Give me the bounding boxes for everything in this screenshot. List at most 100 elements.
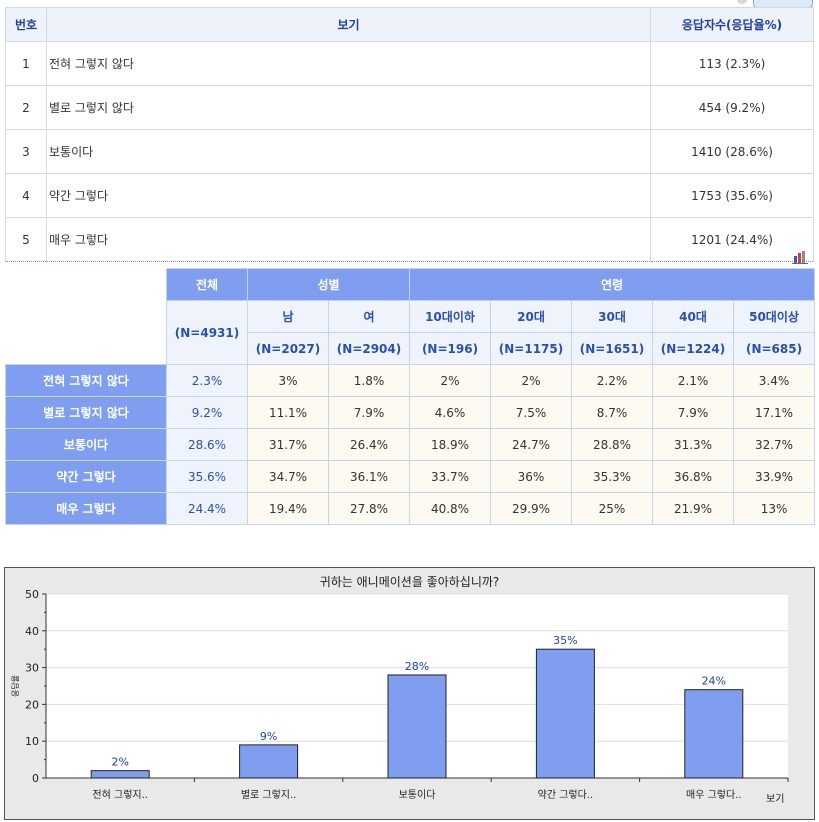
row-value: 21.9% xyxy=(652,492,734,525)
row-value: 13% xyxy=(732,492,816,525)
gender-header: 성별 xyxy=(247,268,410,301)
crosstab-row: 약간 그렇다 35.6% 34.7% 36.1% 33.7% 36% 35.3% 36.8% 3… xyxy=(5,460,816,493)
total-n: (N=4931) xyxy=(166,300,248,365)
crosstab-row: 전혀 그렇지 않다 2.3% 3% 1.8% 2% 2% 2.2% 2.1% 3.4% xyxy=(5,364,816,397)
row-value: 40.8% xyxy=(409,492,491,525)
column-n: (N=1175) xyxy=(490,332,572,365)
row-value: 3.4% xyxy=(732,364,816,397)
row-option: 약간 그렇다 xyxy=(46,173,651,218)
row-label: 별로 그렇지 않다 xyxy=(5,396,167,429)
row-value: 32.7% xyxy=(732,428,816,461)
column-n: (N=1224) xyxy=(652,332,734,365)
row-count: 1753 (35.6%) xyxy=(650,173,814,218)
row-value: 2% xyxy=(490,364,572,397)
table-row: 1 전혀 그렇지 않다 113 (2.3%) xyxy=(5,41,814,86)
row-value: 11.1% xyxy=(247,396,329,429)
response-table-header: 번호 보기 응답자수(응답율%) xyxy=(5,7,814,42)
crosstab-row: 별로 그렇지 않다 9.2% 11.1% 7.9% 4.6% 7.5% 8.7% 7.9% 17… xyxy=(5,396,816,429)
row-number: 4 xyxy=(5,173,47,218)
chart-title: 귀하는 애니메이션을 좋아하십니까? xyxy=(319,575,500,589)
x-axis-label: 보기 xyxy=(766,793,784,805)
header-num: 번호 xyxy=(5,7,47,42)
row-value: 24.7% xyxy=(490,428,572,461)
x-tick-label: 전혀 그렇지.. xyxy=(92,788,148,801)
row-value: 7.9% xyxy=(652,396,734,429)
x-tick-label: 매우 그렇다.. xyxy=(686,788,742,801)
column-label: 10대이하 xyxy=(409,300,491,333)
row-value: 26.4% xyxy=(328,428,410,461)
age-header: 연령 xyxy=(408,268,816,301)
row-label: 전혀 그렇지 않다 xyxy=(5,364,167,397)
row-value: 36% xyxy=(490,460,572,493)
row-total: 28.6% xyxy=(166,428,248,461)
row-value: 7.5% xyxy=(490,396,572,429)
column-n: (N=1651) xyxy=(571,332,653,365)
row-value: 27.8% xyxy=(328,492,410,525)
bar-chart: 귀하는 애니메이션을 좋아하십니까? 0 10 20 30 40 50 2% 전혀 그렇지..… xyxy=(4,567,815,820)
total-header: 전체 xyxy=(166,268,248,301)
table-row: 4 약간 그렇다 1753 (35.6%) xyxy=(5,173,814,218)
row-total: 35.6% xyxy=(166,460,248,493)
column-label: 40대 xyxy=(652,300,734,333)
row-value: 35.3% xyxy=(571,460,653,493)
row-value: 2.2% xyxy=(571,364,653,397)
row-number: 3 xyxy=(5,129,47,174)
row-option: 보통이다 xyxy=(46,129,651,174)
row-value: 28.8% xyxy=(571,428,653,461)
row-value: 19.4% xyxy=(247,492,329,525)
crosstab-table: 전체 성별 연령 (N=4931) 남 여 10대이하 20대 30대 40대 50대이상 … xyxy=(5,268,816,525)
row-number: 1 xyxy=(5,41,47,86)
table-row: 2 별로 그렇지 않다 454 (9.2%) xyxy=(5,85,814,130)
row-number: 5 xyxy=(5,217,47,262)
row-label: 매우 그렇다 xyxy=(5,492,167,525)
row-count: 1410 (28.6%) xyxy=(650,129,814,174)
globe-icon xyxy=(737,0,747,4)
corner-cell xyxy=(5,268,167,365)
y-tick-label: 0 xyxy=(32,772,39,785)
row-value: 2.1% xyxy=(652,364,734,397)
row-total: 9.2% xyxy=(166,396,248,429)
row-value: 31.3% xyxy=(652,428,734,461)
row-value: 25% xyxy=(571,492,653,525)
y-tick-label: 50 xyxy=(25,588,39,601)
row-value: 18.9% xyxy=(409,428,491,461)
column-n: (N=2027) xyxy=(247,332,329,365)
data-label: 28% xyxy=(405,660,429,673)
row-value: 4.6% xyxy=(409,396,491,429)
row-option: 매우 그렇다 xyxy=(46,217,651,262)
y-tick-label: 30 xyxy=(25,662,39,675)
response-table: 번호 보기 응답자수(응답율%) 1 전혀 그렇지 않다 113 (2.3%) 2 별로… xyxy=(5,7,814,262)
column-label: 20대 xyxy=(490,300,572,333)
row-value: 3% xyxy=(247,364,329,397)
data-label: 24% xyxy=(702,675,726,688)
crosstab-row: 보통이다 28.6% 31.7% 26.4% 18.9% 24.7% 28.8% 31.3% 3… xyxy=(5,428,816,461)
y-tick-label: 40 xyxy=(25,625,39,638)
y-tick-label: 20 xyxy=(25,698,39,711)
row-option: 전혀 그렇지 않다 xyxy=(46,41,651,86)
column-label: 여 xyxy=(328,300,410,333)
header-option: 보기 xyxy=(46,7,651,42)
header-count: 응답자수(응답율%) xyxy=(650,7,814,42)
row-count: 454 (9.2%) xyxy=(650,85,814,130)
data-label: 9% xyxy=(260,730,277,743)
data-label: 2% xyxy=(111,756,128,769)
bar xyxy=(90,770,150,779)
row-option: 별로 그렇지 않다 xyxy=(46,85,651,130)
row-number: 2 xyxy=(5,85,47,130)
x-tick-label: 보통이다 xyxy=(399,789,436,801)
row-total: 2.3% xyxy=(166,364,248,397)
row-value: 29.9% xyxy=(490,492,572,525)
row-value: 7.9% xyxy=(328,396,410,429)
bar xyxy=(239,744,299,779)
column-label: 남 xyxy=(247,300,329,333)
bar xyxy=(535,648,595,779)
row-count: 1201 (24.4%) xyxy=(650,217,814,262)
row-total: 24.4% xyxy=(166,492,248,525)
row-value: 36.8% xyxy=(652,460,734,493)
row-label: 약간 그렇다 xyxy=(5,460,167,493)
row-label: 보통이다 xyxy=(5,428,167,461)
row-value: 8.7% xyxy=(571,396,653,429)
bar-chart-icon[interactable] xyxy=(791,250,809,264)
y-axis-label: 응답율 xyxy=(10,675,20,697)
row-value: 34.7% xyxy=(247,460,329,493)
